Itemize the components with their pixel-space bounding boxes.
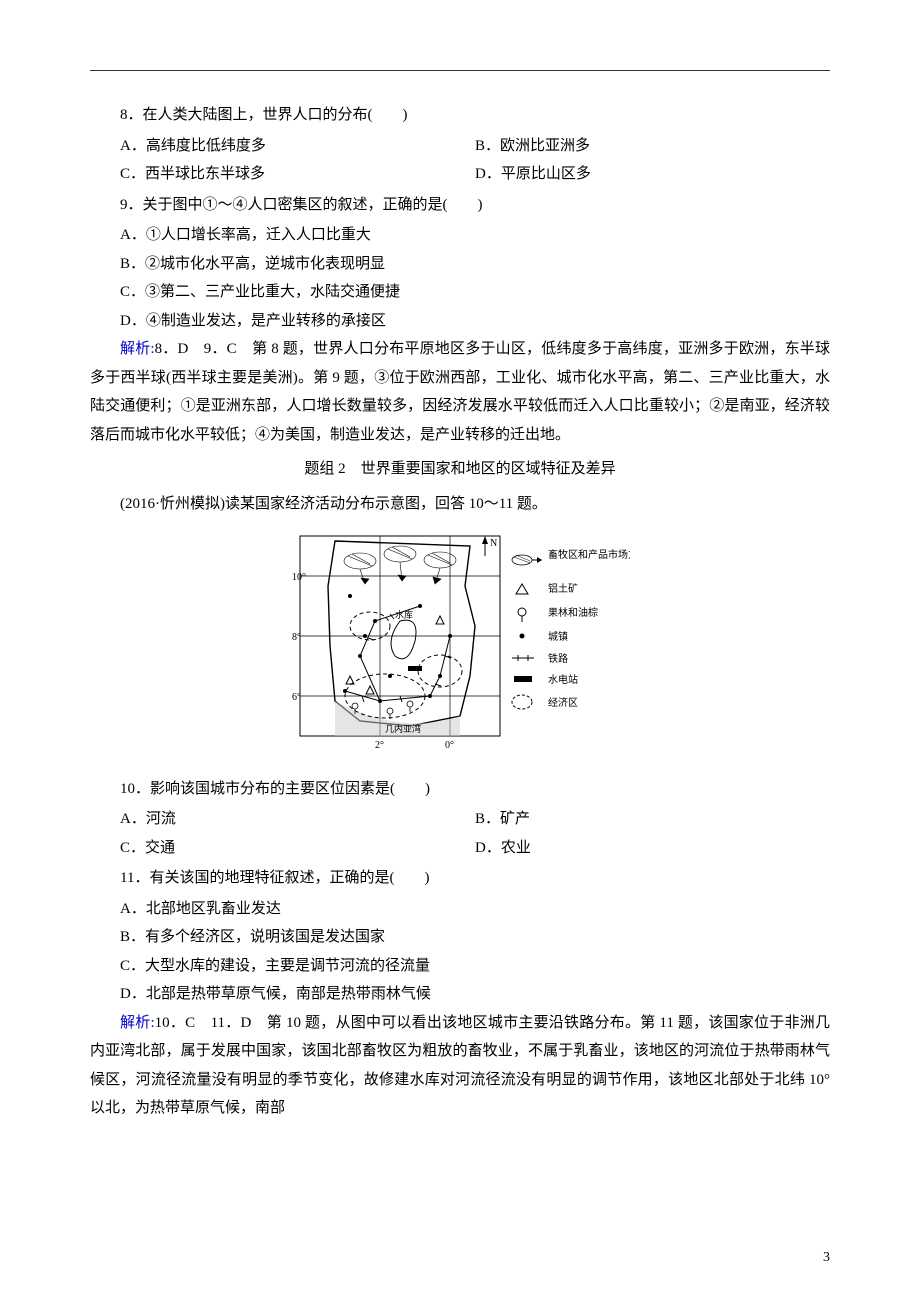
top-rule [90,70,830,71]
legend-hydro: 水电站 [548,673,578,686]
q11-opt-d: D．北部是热带草原气候，南部是热带雨林气候 [120,980,830,1009]
q9-stem: 9．关于图中①～④人口密集区的叙述，正确的是( ) [90,191,830,220]
reservoir-label: 水库 [395,609,413,620]
q8-options-row2: C．西半球比东半球多 D．平原比山区多 [120,160,830,189]
q8-opt-d: D．平原比山区多 [475,160,830,189]
page-number: 3 [823,1245,830,1272]
q11-opt-b: B．有多个经济区，说明该国是发达国家 [120,923,830,952]
q9-opt-b: B．②城市化水平高，逆城市化表现明显 [120,250,830,279]
bay-label: 几内亚湾 [385,723,421,734]
lon-2: 2° [375,740,384,751]
q8-stem: 8．在人类大陆图上，世界人口的分布( ) [90,101,830,130]
map-legend: 畜牧区和产品市场方向 铝土矿 果林和油棕 城镇 铁路 水电站 经济区 [512,548,630,709]
analysis2-label: 解析: [120,1015,155,1031]
legend-town: 城镇 [548,630,568,643]
page: 8．在人类大陆图上，世界人口的分布( ) A．高纬度比低纬度多 B．欧洲比亚洲多… [0,0,920,1302]
legend-orchard: 果林和油棕 [548,606,598,619]
analysis-label: 解析: [120,341,155,357]
legend-bauxite: 铝土矿 [548,582,578,595]
lat-8: 8° [292,632,301,643]
lon-0: 0° [445,740,454,751]
q9-opt-c: C．③第二、三产业比重大，水陆交通便捷 [120,278,830,307]
analysis2-body: 10．C 11．D 第 10 题，从图中可以看出该地区城市主要沿铁路分布。第 1… [90,1015,830,1117]
group2-source: (2016·忻州模拟)读某国家经济活动分布示意图，回答 10～11 题。 [90,490,830,519]
map-figure: 10° 8° 6° 2° 0° 几内亚湾 N [90,526,830,767]
lat-10: 10° [292,572,306,583]
q10-options-row1: A．河流 B．矿产 [120,805,830,834]
lat-6: 6° [292,692,301,703]
q11-opt-c: C．大型水库的建设，主要是调节河流的径流量 [120,952,830,981]
economic-map-svg: 10° 8° 6° 2° 0° 几内亚湾 N [290,526,630,756]
north-label: N [490,538,497,549]
analysis-8-9: 解析:8．D 9．C 第 8 题，世界人口分布平原地区多于山区，低纬度多于高纬度… [90,335,830,449]
q10-opt-d: D．农业 [475,834,830,863]
legend-livestock: 畜牧区和产品市场方向 [548,548,630,561]
analysis-10-11: 解析:10．C 11．D 第 10 题，从图中可以看出该地区城市主要沿铁路分布。… [90,1009,830,1123]
q10-stem: 10．影响该国城市分布的主要区位因素是( ) [90,775,830,804]
legend-zone: 经济区 [548,696,578,709]
analysis-body: 8．D 9．C 第 8 题，世界人口分布平原地区多于山区，低纬度多于高纬度，亚洲… [90,341,830,443]
group2-title: 题组 2 世界重要国家和地区的区域特征及差异 [90,455,830,484]
q10-opt-a: A．河流 [120,805,475,834]
q8-opt-b: B．欧洲比亚洲多 [475,132,830,161]
q10-opt-c: C．交通 [120,834,475,863]
legend-rail: 铁路 [548,652,568,665]
q11-opt-a: A．北部地区乳畜业发达 [120,895,830,924]
q11-stem: 11．有关该国的地理特征叙述，正确的是( ) [90,864,830,893]
q10-options-row2: C．交通 D．农业 [120,834,830,863]
q8-options-row1: A．高纬度比低纬度多 B．欧洲比亚洲多 [120,132,830,161]
q8-opt-a: A．高纬度比低纬度多 [120,132,475,161]
q10-opt-b: B．矿产 [475,805,830,834]
q8-opt-c: C．西半球比东半球多 [120,160,475,189]
q9-opt-a: A．①人口增长率高，迁入人口比重大 [120,221,830,250]
q9-opt-d: D．④制造业发达，是产业转移的承接区 [120,307,830,336]
